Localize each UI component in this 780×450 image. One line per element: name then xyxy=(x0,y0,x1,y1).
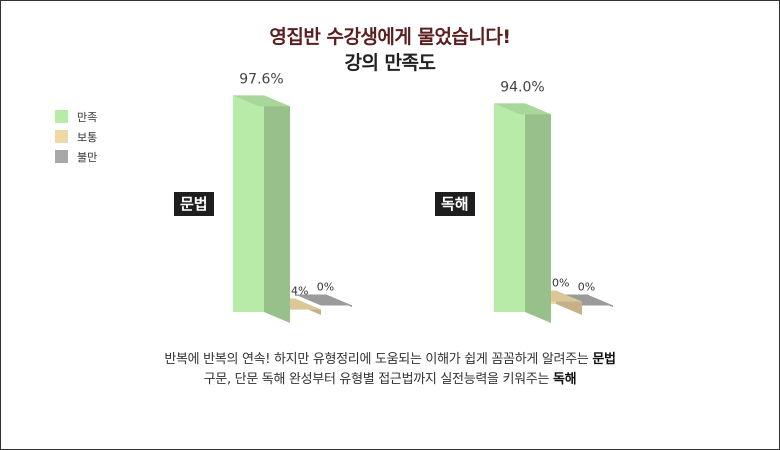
legend-label-neutral: 보통 xyxy=(77,131,98,144)
value-label-0-0: 97.6% xyxy=(239,71,283,87)
bar-0-0-front xyxy=(233,95,264,312)
footer-text: 반복에 반복의 연속! 하지만 유형정리에 도움되는 이해가 쉽게 꼼꼼하게 알… xyxy=(0,350,780,390)
bar-0-2-top xyxy=(295,294,352,306)
legend-label-dissatisfied: 불만 xyxy=(77,151,98,164)
value-label-1-2: 0% xyxy=(578,281,595,294)
bar-1-0-front xyxy=(494,103,525,312)
bar-1-0-top xyxy=(494,103,551,115)
footer-highlight-grammar: 문법 xyxy=(592,352,616,367)
category-label-reading: 독해 xyxy=(435,192,475,216)
legend-swatch-dissatisfied xyxy=(55,150,68,163)
footer-line-2: 구문, 단문 독해 완성부터 유형별 접근법까지 실전능력을 키워주는 독해 xyxy=(203,372,577,387)
footer-highlight-reading: 독해 xyxy=(552,372,577,387)
chart-title: 영집반 수강생에게 물었습니다! xyxy=(269,26,511,48)
bar-1-0-side xyxy=(525,103,551,323)
chart-subtitle: 강의 만족도 xyxy=(344,52,436,74)
legend-swatch-satisfied xyxy=(55,110,68,123)
value-label-0-2: 0% xyxy=(317,281,334,294)
legend-swatch-neutral xyxy=(55,130,68,143)
category-label-grammar: 문법 xyxy=(174,192,214,216)
legend-label-satisfied: 만족 xyxy=(77,111,98,124)
value-label-1-0: 94.0% xyxy=(500,79,544,95)
bar-0-0-side xyxy=(264,95,290,323)
footer-line-1: 반복에 반복의 연속! 하지만 유형정리에 도움되는 이해가 쉽게 꼼꼼하게 알… xyxy=(164,352,616,367)
bar-0-0-top xyxy=(233,95,290,107)
